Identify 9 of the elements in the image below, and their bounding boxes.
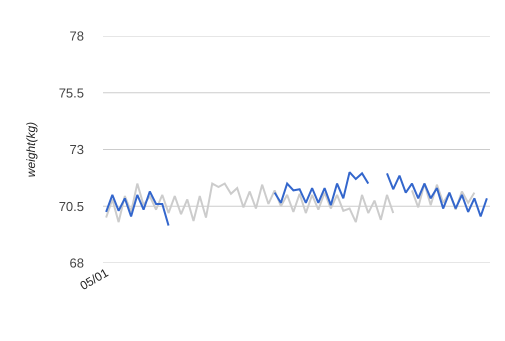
line-series <box>274 171 370 206</box>
y-axis-title: weight(kg) <box>24 122 38 178</box>
line-series <box>105 190 170 227</box>
line-series <box>386 172 488 218</box>
y-tick-label: 68 <box>70 256 84 271</box>
y-tick-label: 70.5 <box>58 198 84 214</box>
y-tick-label: 78 <box>70 28 84 44</box>
y-tick-label: 75.5 <box>58 85 84 100</box>
y-tick-label: 73 <box>70 142 84 158</box>
